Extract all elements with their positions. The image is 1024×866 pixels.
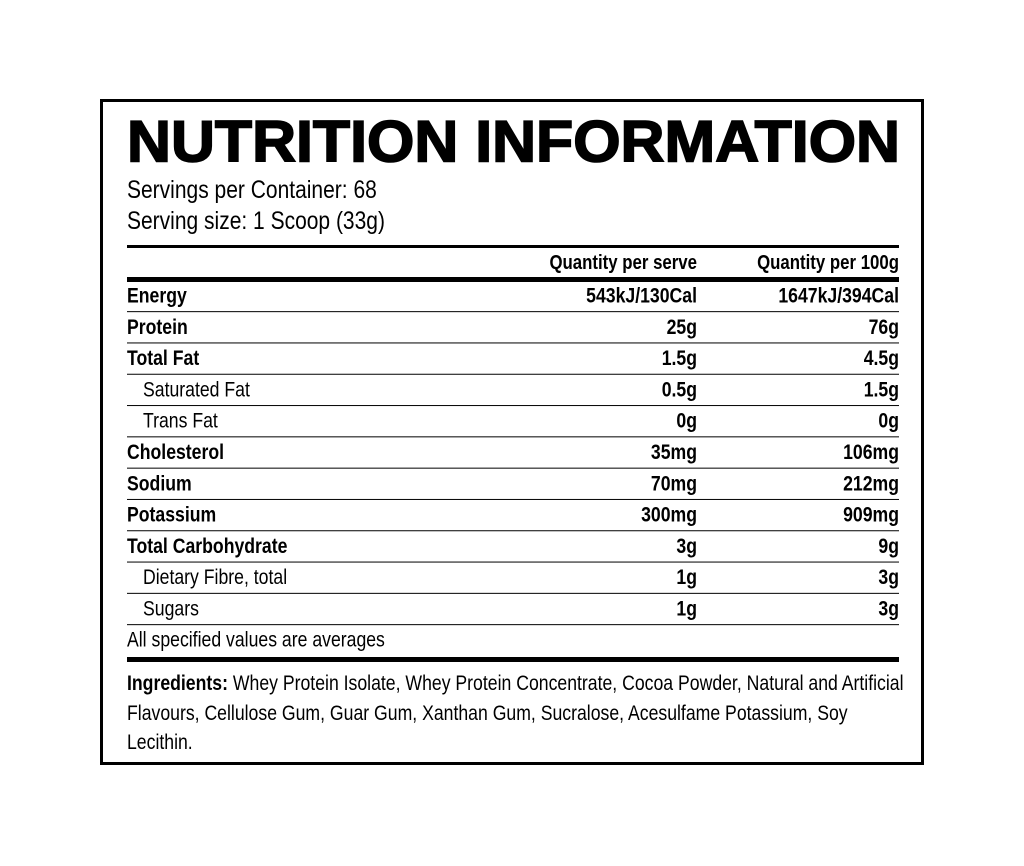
per-100g: 106mg [843, 441, 899, 464]
servings-per-container: Servings per Container: 68 [127, 176, 377, 204]
serving-size: Serving size: 1 Scoop (33g) [127, 207, 385, 235]
column-header: Quantity per 100g [757, 252, 899, 274]
per-serve: 300mg [641, 504, 697, 527]
ingredients-text: Whey Protein Isolate, Whey Protein Conce… [127, 672, 904, 754]
per-serve: 25g [667, 316, 697, 339]
nutrient-name: Saturated Fat [143, 378, 250, 401]
nutrient-name: Protein [127, 316, 188, 339]
per-100g: 76g [869, 316, 899, 339]
rule [127, 245, 899, 248]
per-serve: 1.5g [662, 347, 697, 370]
row-divider [127, 498, 899, 500]
row-divider [127, 373, 899, 375]
footnote: All specified values are averages [127, 629, 385, 652]
per-serve: 1g [676, 566, 697, 589]
per-serve: 3g [676, 535, 697, 558]
rule [127, 277, 899, 282]
row-divider [127, 342, 899, 344]
per-serve: 1g [676, 598, 697, 621]
per-serve: 0.5g [662, 378, 697, 401]
rule [127, 657, 899, 662]
per-100g: 3g [878, 598, 899, 621]
row-divider [127, 624, 899, 626]
row-divider [127, 467, 899, 469]
per-100g: 909mg [843, 504, 899, 527]
column-header: Quantity per serve [549, 252, 697, 274]
per-serve: 35mg [651, 441, 697, 464]
per-100g: 9g [878, 535, 899, 558]
row-divider [127, 592, 899, 594]
ingredients-label: Ingredients: [127, 672, 228, 695]
nutrient-name: Potassium [127, 504, 216, 527]
per-serve: 543kJ/130Cal [586, 285, 697, 308]
row-divider [127, 405, 899, 407]
per-100g: 212mg [843, 472, 899, 495]
nutrient-name: Cholesterol [127, 441, 224, 464]
per-100g: 3g [878, 566, 899, 589]
per-serve: 70mg [651, 472, 697, 495]
per-serve: 0g [676, 410, 697, 433]
ingredients: Ingredients: Whey Protein Isolate, Whey … [127, 669, 904, 758]
nutrient-name: Dietary Fibre, total [143, 566, 287, 589]
nutrient-name: Sugars [143, 598, 199, 621]
nutrient-name: Total Carbohydrate [127, 535, 287, 558]
label-border [100, 99, 924, 765]
row-divider [127, 311, 899, 313]
nutrient-name: Total Fat [127, 347, 199, 370]
per-100g: 4.5g [864, 347, 899, 370]
row-divider [127, 436, 899, 438]
title: NUTRITION INFORMATION [127, 110, 900, 175]
nutrient-name: Sodium [127, 472, 192, 495]
per-100g: 0g [878, 410, 899, 433]
per-100g: 1.5g [864, 378, 899, 401]
row-divider [127, 561, 899, 563]
nutrient-name: Energy [127, 285, 187, 308]
row-divider [127, 530, 899, 532]
per-100g: 1647kJ/394Cal [778, 285, 899, 308]
nutrient-name: Trans Fat [143, 410, 218, 433]
